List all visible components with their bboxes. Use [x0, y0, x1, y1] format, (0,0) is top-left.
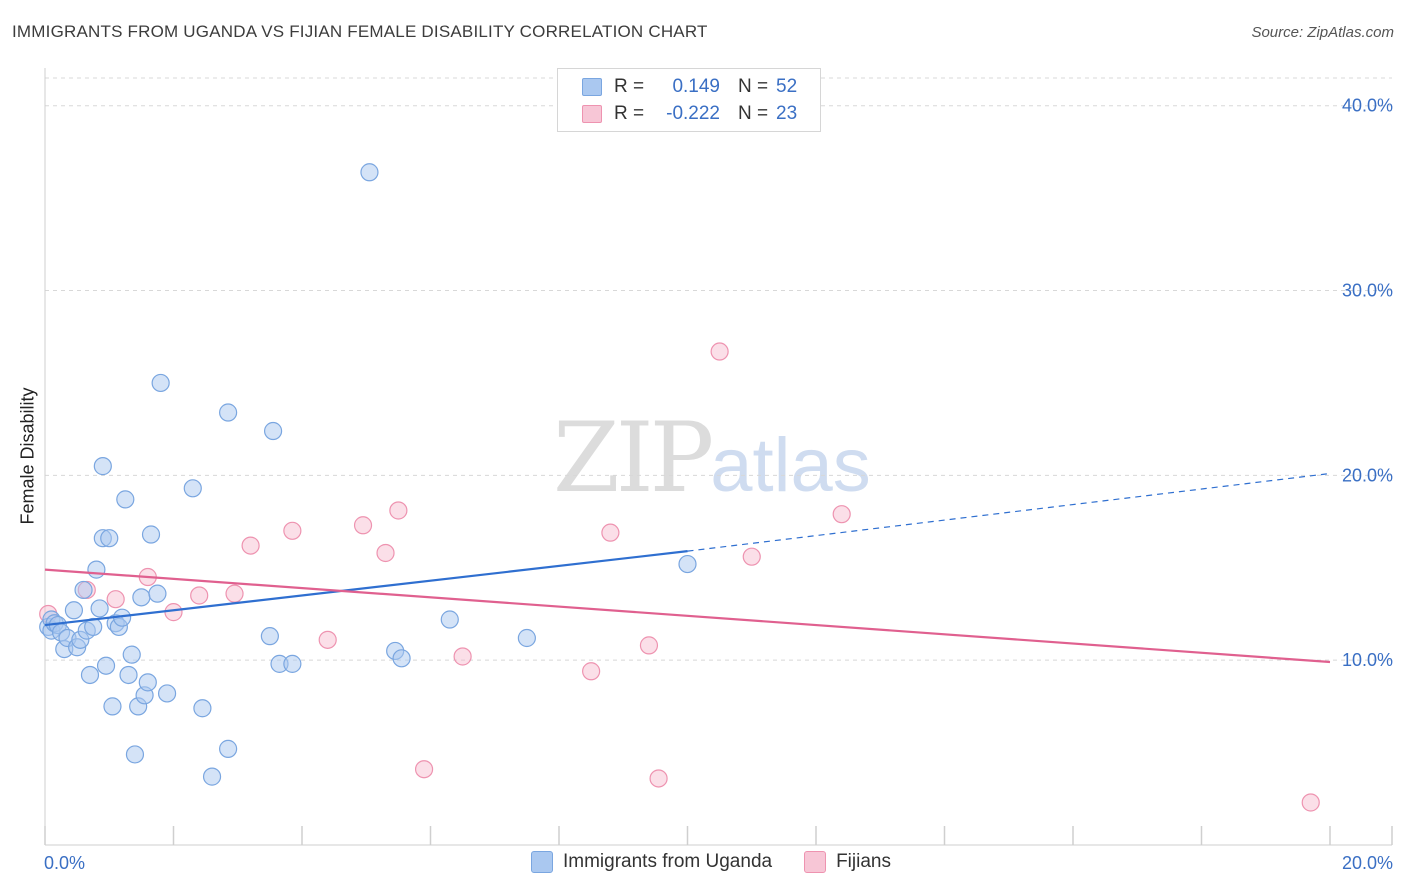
uganda-trend-line: [44, 550, 688, 627]
series-label-uganda: Immigrants from Uganda: [563, 851, 773, 872]
uganda-point: [100, 529, 119, 548]
uganda-point: [87, 560, 106, 579]
fijians-point: [742, 547, 761, 566]
uganda-point: [678, 554, 697, 574]
uganda-point: [219, 739, 238, 758]
uganda-point: [260, 627, 279, 646]
fijians-point: [1301, 793, 1320, 812]
fijians-point: [225, 584, 244, 603]
uganda-point: [96, 656, 116, 675]
chart-title: IMMIGRANTS FROM UGANDA VS FIJIAN FEMALE …: [12, 22, 708, 41]
fijians-point: [190, 586, 209, 605]
uganda-point: [283, 654, 302, 673]
fijians-point: [453, 647, 472, 666]
fijians-point: [389, 501, 408, 520]
legend-r-value: -0.222: [666, 103, 720, 124]
fijians-point: [832, 505, 851, 524]
fijians-point: [241, 536, 260, 555]
watermark-zip: ZIP: [553, 402, 714, 514]
correlation-legend: R = 0.149 N = 52 R = -0.222 N = 23: [557, 68, 821, 132]
uganda-point: [193, 699, 212, 718]
y-axis-label: Female Disability: [17, 387, 38, 525]
fijians-point: [376, 543, 395, 563]
legend-row-fijians: R = -0.222 N = 23: [582, 101, 797, 127]
legend-swatch-uganda: [582, 78, 602, 96]
uganda-point: [125, 745, 145, 764]
uganda-point: [103, 697, 122, 716]
legend-n-value: 52: [776, 76, 798, 97]
series-swatch-fijians: [804, 851, 827, 873]
legend-n-label: N =: [738, 76, 769, 97]
y-tick-label: 40.0%: [1342, 96, 1393, 116]
fijians-point: [601, 523, 620, 542]
fijians-point: [710, 342, 729, 361]
uganda-point: [392, 649, 411, 668]
fijians-point: [353, 516, 373, 535]
uganda-point: [132, 588, 151, 607]
uganda-point: [183, 479, 202, 498]
uganda-point: [219, 403, 238, 422]
watermark-atlas: atlas: [710, 423, 871, 508]
uganda-point: [202, 767, 222, 786]
chart-source: Source: ZipAtlas.com: [1251, 24, 1394, 41]
fijians-point: [414, 760, 434, 779]
uganda-point: [517, 628, 536, 648]
uganda-point: [90, 599, 109, 618]
series-legend-uganda[interactable]: Immigrants from Uganda: [531, 851, 772, 873]
x-tick-label: 20.0%: [1342, 853, 1393, 873]
uganda-point: [440, 610, 459, 629]
series-label-fijians: Fijians: [836, 851, 891, 872]
uganda-point: [263, 421, 283, 441]
fijians-point: [164, 603, 183, 622]
legend-n-label: N =: [738, 103, 769, 124]
uganda-point: [93, 457, 112, 476]
uganda-point: [360, 163, 379, 182]
legend-r-label: R =: [614, 103, 645, 124]
uganda-point: [157, 684, 177, 703]
x-tick-label: 0.0%: [44, 853, 85, 873]
watermark: ZIPatlas: [553, 402, 871, 514]
legend-swatch-fijians: [582, 105, 602, 123]
uganda-point: [80, 665, 100, 685]
fijians-point: [582, 662, 601, 681]
series-legend: Immigrants from Uganda Fijians: [531, 851, 923, 873]
series-legend-fijians[interactable]: Fijians: [804, 851, 891, 873]
uganda-point: [119, 665, 138, 685]
y-tick-label: 30.0%: [1342, 281, 1393, 301]
fijians-point: [283, 521, 302, 540]
uganda-point: [64, 601, 84, 620]
y-tick-label: 10.0%: [1342, 650, 1393, 670]
uganda-point: [74, 580, 93, 600]
legend-n-value: 23: [776, 103, 798, 124]
fijians-point: [106, 590, 125, 609]
uganda-point: [151, 373, 170, 393]
y-tick-label: 20.0%: [1342, 465, 1393, 485]
legend-row-uganda: R = 0.149 N = 52: [582, 74, 797, 100]
uganda-point: [116, 490, 135, 509]
fijians-point: [318, 630, 337, 649]
uganda-point: [122, 645, 141, 664]
series-swatch-uganda: [531, 851, 553, 873]
uganda-point: [141, 525, 161, 544]
uganda-point: [138, 673, 157, 692]
legend-r-label: R =: [614, 76, 645, 97]
fijians-point: [639, 636, 659, 655]
fijians-point: [649, 769, 668, 788]
uganda-point: [148, 584, 167, 603]
legend-r-value: 0.149: [672, 76, 720, 97]
uganda-trend-extension: [687, 472, 1331, 552]
fijians-trend-line: [44, 568, 1331, 664]
